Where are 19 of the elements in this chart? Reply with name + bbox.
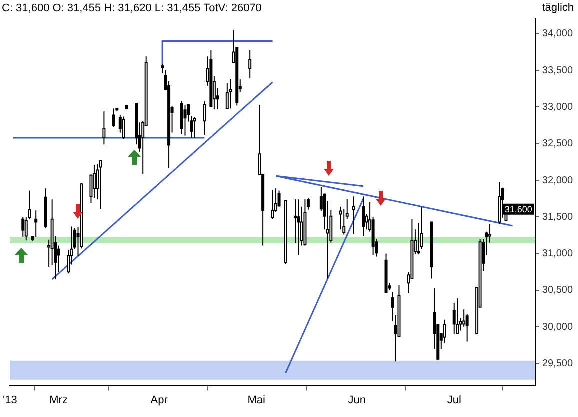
y-tick-label: 29,500 bbox=[542, 358, 574, 370]
x-tick-label: Apr bbox=[150, 394, 168, 406]
x-tick-label: '13 bbox=[2, 394, 18, 406]
text: täglich bbox=[542, 2, 574, 14]
y-tick-label: 30,500 bbox=[542, 285, 574, 296]
y-tick-label: 30,000 bbox=[542, 322, 574, 333]
x-tick-label: Jul bbox=[447, 394, 462, 406]
y-tick-label: 31,500 bbox=[542, 212, 574, 223]
x-tick-label: Mrz bbox=[50, 394, 68, 406]
y-tick-label: 33,500 bbox=[542, 65, 574, 76]
y-tick-label: 33,000 bbox=[542, 102, 574, 113]
chart-title: C: 31,600 O: 31,455 H: 31,620 L: 31,455 TotV: 26070 bbox=[2, 2, 262, 15]
y-tick-label: 34,000 bbox=[542, 28, 574, 40]
y-tick-label: 31,000 bbox=[542, 248, 574, 260]
y-tick-label: 32,500 bbox=[542, 138, 574, 150]
annotation: 31,600 bbox=[504, 204, 532, 214]
x-tick-label: Jun bbox=[348, 394, 366, 406]
y-tick-label: 32,000 bbox=[542, 175, 574, 186]
x-tick-label: Mai bbox=[248, 394, 266, 406]
